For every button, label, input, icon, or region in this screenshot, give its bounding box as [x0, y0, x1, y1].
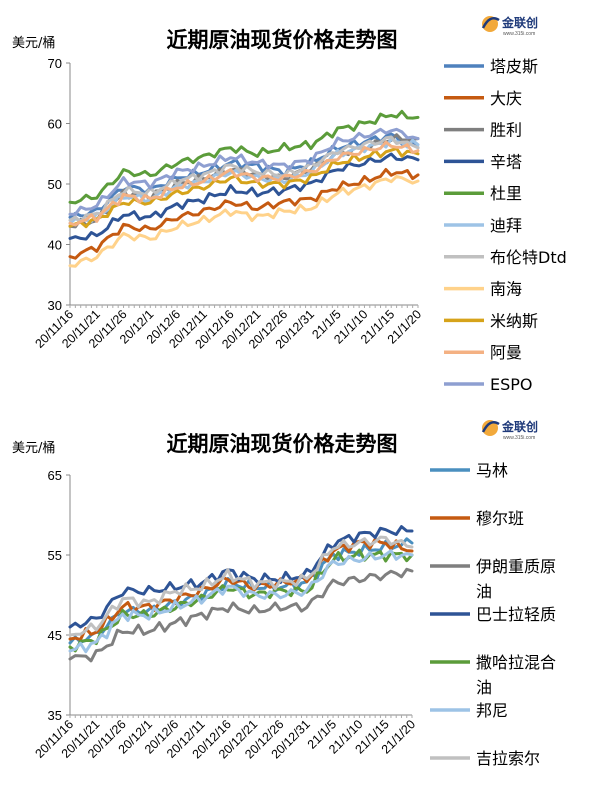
- legend-label: 杜里: [490, 184, 522, 203]
- series-line-2: [68, 168, 420, 260]
- legend-label: 辛塔: [490, 152, 522, 171]
- legend-label: 布伦特Dtd: [490, 248, 567, 267]
- y-tick-label: 65: [48, 468, 62, 483]
- chart-bottom-ylabel: 美元/桶: [12, 441, 55, 456]
- y-tick-label: 45: [48, 628, 62, 643]
- series-line-7: [68, 135, 420, 224]
- series-line-11: [68, 127, 420, 216]
- legend-label: 邦尼: [476, 701, 508, 720]
- legend-label: 大庆: [490, 89, 522, 108]
- y-tick-label: 55: [48, 548, 62, 563]
- legend-label: 迪拜: [490, 216, 522, 235]
- logo-text: 金联创: [501, 419, 538, 434]
- series-line-5: [68, 109, 420, 205]
- legend-label: 吉拉索尔: [476, 749, 540, 768]
- y-tick-label: 70: [48, 56, 62, 71]
- chart-top: 美元/桶 近期原油现货价格走势图 金联创 www.315i.com 30 40 50…: [12, 15, 567, 394]
- series-line-4: [68, 525, 414, 629]
- logo-text: 金联创: [501, 15, 538, 30]
- logo-sub: www.315i.com: [503, 31, 535, 37]
- logo-mark-icon: [482, 16, 498, 32]
- chart-bottom: 美元/桶 近期原油现货价格走势图 金联创 www.315i.com 35 45 55…: [12, 419, 556, 768]
- y-tick-label: 40: [48, 238, 62, 253]
- legend-label: 巴士拉轻质: [476, 605, 556, 624]
- series-line-7: [68, 535, 414, 637]
- legend-label: 伊朗重质原: [476, 557, 556, 576]
- logo-mark-icon: [482, 420, 498, 436]
- chart-bottom-title: 近期原油现货价格走势图: [167, 432, 398, 456]
- legend-label: 撒哈拉混合: [476, 653, 556, 672]
- series-line-5: [68, 548, 414, 653]
- legend-label: 穆尔班: [476, 509, 524, 528]
- logo-swoosh-icon: [481, 17, 500, 29]
- y-tick-label: 60: [48, 117, 62, 132]
- logo-swoosh-icon: [481, 421, 500, 433]
- legend-label: 马林: [476, 461, 508, 480]
- chart-top-logo: 金联创 www.315i.com: [481, 15, 538, 37]
- legend-label: 米纳斯: [490, 311, 538, 330]
- legend-label-cont: 油: [476, 678, 492, 697]
- legend-label: 南海: [490, 280, 522, 299]
- y-tick-label: 50: [48, 177, 62, 192]
- series-line-9: [68, 146, 420, 229]
- legend-label: ESPO: [490, 375, 533, 394]
- series-line-3: [68, 567, 414, 663]
- legend-label: 塔皮斯: [490, 57, 538, 76]
- series-line-4: [68, 152, 420, 241]
- chart-bottom-logo: 金联创 www.315i.com: [481, 419, 538, 441]
- legend-label: 阿曼: [490, 343, 522, 362]
- legend-label-cont: 油: [476, 582, 492, 601]
- y-tick-label: 35: [48, 708, 62, 723]
- series-line-8: [68, 174, 420, 268]
- legend-label: 胜利: [490, 121, 522, 140]
- series-line-10: [68, 140, 420, 227]
- logo-sub: www.315i.com: [503, 435, 535, 441]
- y-tick-label: 30: [48, 298, 62, 313]
- chart-top-plot: 304050607020/11/1620/11/2120/11/2620/12/…: [32, 56, 424, 352]
- series-line-6: [68, 549, 414, 654]
- chart-bottom-plot: 3545556520/11/1620/11/2120/11/2620/12/12…: [32, 468, 418, 762]
- chart-top-title: 近期原油现货价格走势图: [167, 28, 398, 52]
- chart-top-ylabel: 美元/桶: [12, 36, 55, 51]
